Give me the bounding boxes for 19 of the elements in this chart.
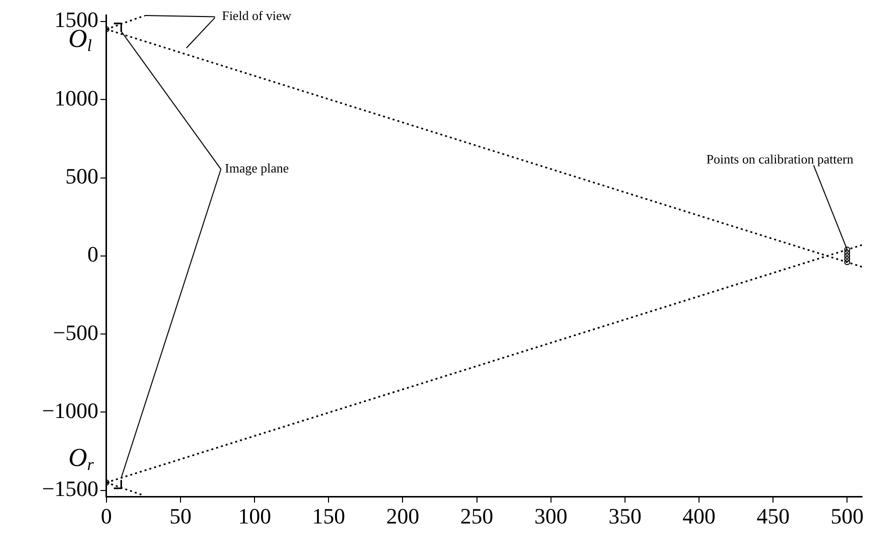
y-tick-label: 1000 [54, 85, 98, 110]
y-tick-label: −1500 [42, 476, 98, 502]
x-tick-label: 300 [534, 504, 568, 529]
annotation: Points on calibration pattern [706, 151, 854, 166]
y-tick-label: 500 [65, 164, 98, 189]
x-tick-label: 350 [608, 504, 642, 529]
y-tick-label: 0 [87, 242, 98, 267]
x-tick-label: 150 [312, 504, 346, 529]
x-tick-label: 400 [682, 504, 716, 529]
x-tick-label: 200 [386, 504, 420, 529]
y-tick-label: −500 [52, 320, 98, 345]
x-tick-label: 250 [460, 504, 494, 529]
x-tick-label: 100 [238, 504, 272, 529]
y-tick-label: −1000 [42, 398, 98, 423]
x-tick-label: 500 [830, 504, 864, 529]
annotation: Image plane [224, 160, 290, 176]
annotation: Field of view [222, 8, 292, 23]
x-tick-label: 450 [756, 504, 790, 529]
x-tick-label: 50 [169, 504, 192, 529]
